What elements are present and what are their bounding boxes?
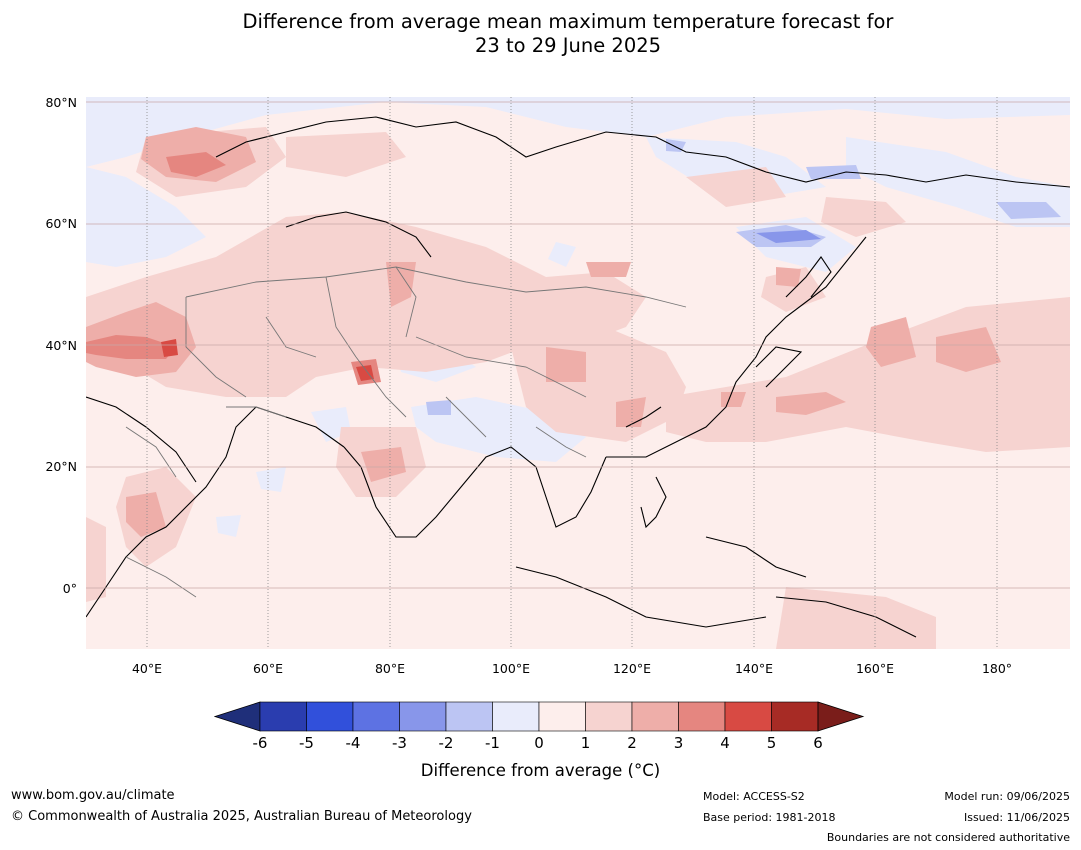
colorbar-segment: [585, 701, 633, 732]
lat-label-80n: 80°N: [45, 95, 77, 110]
graticule-lon: [146, 97, 998, 649]
colorbar-segment: [399, 701, 447, 732]
colorbar-tick-label: 0: [534, 734, 544, 752]
lon-label-160e: 160°E: [855, 661, 894, 676]
lat-label-0: 0°: [62, 581, 77, 596]
lon-label-60e: 60°E: [252, 661, 284, 676]
graticule-lat: [86, 101, 1070, 589]
colorbar-tick-label: 3: [673, 734, 684, 752]
colorbar-segment: [678, 701, 726, 732]
warm-anomaly-4-5: [161, 339, 374, 381]
colorbar-segment: [306, 701, 354, 732]
colorbar-tick-label: -2: [438, 734, 454, 752]
footer-model-run: Model run: 09/06/2025: [944, 790, 1070, 803]
footer-disclaimer: Boundaries are not considered authoritat…: [826, 831, 1070, 844]
colorbar-extend-low: [213, 701, 261, 732]
cool-anomaly-3-4: [756, 230, 821, 243]
colorbar-segment: [259, 701, 307, 732]
footer-issued: Issued: 11/06/2025: [963, 811, 1070, 824]
colorbar-tick-label: -3: [392, 734, 407, 752]
colorbar-tick-label: -5: [299, 734, 314, 752]
colorbar-tick-label: 5: [766, 734, 777, 752]
lon-label-180: 180°: [981, 661, 1013, 676]
colorbar-tick-label: 1: [580, 734, 591, 752]
colorbar-tick-label: 2: [627, 734, 637, 752]
lat-label-20n: 20°N: [45, 459, 77, 474]
colorbar-segment: [631, 701, 679, 732]
colorbar-tick-label: -1: [485, 734, 500, 752]
footer-copyright: © Commonwealth of Australia 2025, Austra…: [11, 809, 472, 824]
colorbar: [213, 700, 866, 738]
lon-label-140e: 140°E: [734, 661, 773, 676]
country-boundaries: [125, 266, 687, 598]
temperature-anomaly-map: [86, 97, 1070, 649]
title-line-2: 23 to 29 June 2025: [474, 34, 662, 57]
colorbar-tick-label: -6: [252, 734, 268, 752]
footer-url[interactable]: www.bom.gov.au/climate: [11, 788, 175, 803]
lat-label-60n: 60°N: [45, 216, 77, 231]
lon-label-100e: 100°E: [491, 661, 530, 676]
colorbar-tick-label: 6: [813, 734, 823, 752]
map-svg: [86, 97, 1070, 649]
colorbar-tick-label: -4: [345, 734, 361, 752]
colorbar-title: Difference from average (°C): [420, 761, 661, 780]
colorbar-segment: [445, 701, 493, 732]
colorbar-segment: [352, 701, 400, 732]
map-title: Difference from average mean maximum tem…: [0, 10, 1081, 58]
lon-label-80e: 80°E: [374, 661, 406, 676]
lon-label-40e: 40°E: [131, 661, 163, 676]
colorbar-extend-high: [817, 701, 865, 732]
colorbar-tick-label: 4: [720, 734, 730, 752]
footer-base-period: Base period: 1981-2018: [703, 811, 836, 824]
lon-label-120e: 120°E: [612, 661, 651, 676]
colorbar-segment: [492, 701, 540, 732]
footer-model: Model: ACCESS-S2: [703, 790, 805, 803]
title-line-1: Difference from average mean maximum tem…: [242, 10, 894, 33]
colorbar-segment: [538, 701, 586, 732]
colorbar-svg: [213, 701, 865, 732]
colorbar-segment: [724, 701, 772, 732]
lat-label-40n: 40°N: [45, 338, 77, 353]
colorbar-segment: [771, 701, 819, 732]
